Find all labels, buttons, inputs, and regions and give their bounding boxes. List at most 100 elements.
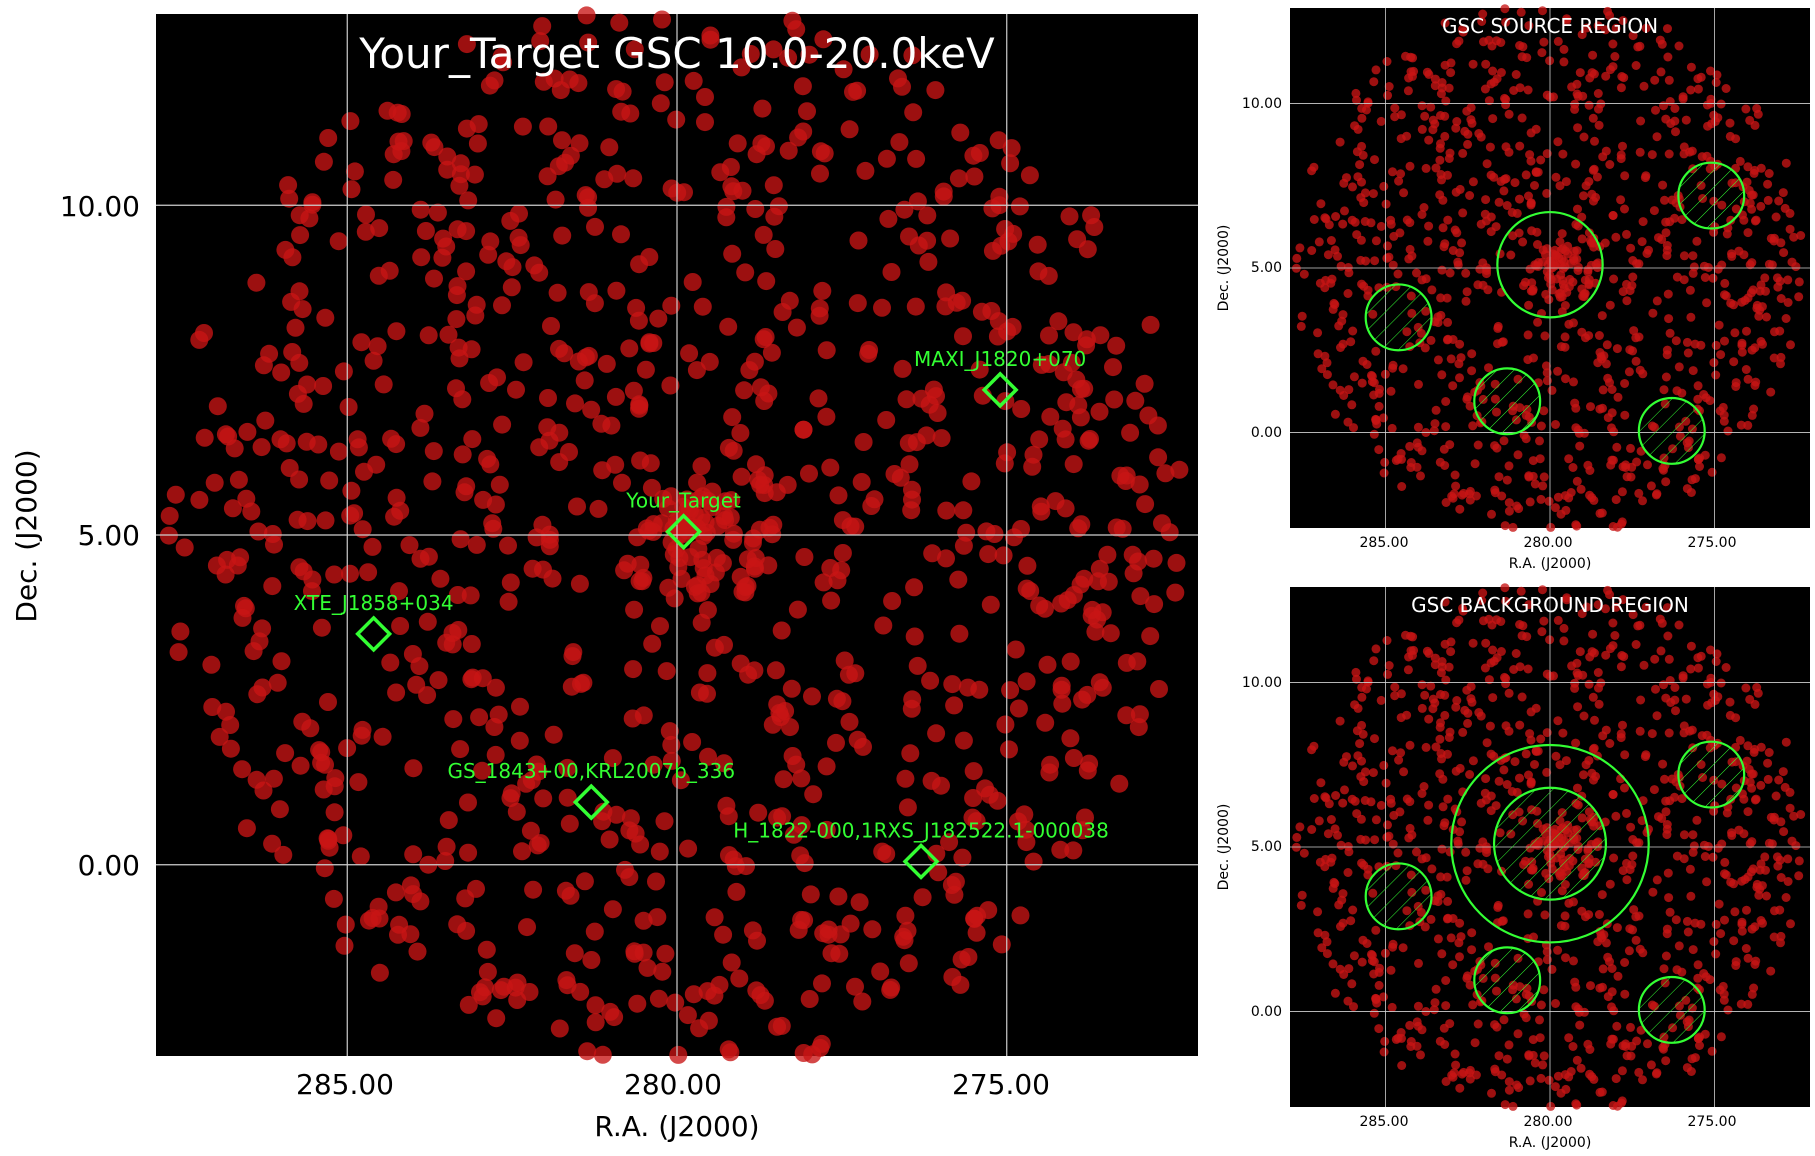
photon-event [380, 261, 399, 280]
photon-event [1091, 326, 1110, 345]
photon-event [1052, 680, 1071, 699]
photon-event [1446, 354, 1456, 364]
photon-event [732, 467, 751, 486]
photon-event [1586, 260, 1596, 270]
photon-event [1743, 999, 1753, 1009]
photon-event [1743, 228, 1753, 238]
photon-event [1611, 232, 1621, 242]
photon-event [352, 333, 371, 352]
photon-event [205, 473, 224, 492]
photon-event [1090, 559, 1109, 578]
photon-event [952, 950, 971, 969]
photon-event [1135, 374, 1154, 393]
photon-event [1348, 182, 1357, 192]
photon-event [1763, 195, 1773, 205]
photon-event [757, 137, 775, 156]
photon-event [1693, 960, 1703, 970]
photon-event [1656, 67, 1666, 77]
photon-event [1523, 330, 1533, 340]
photon-event [315, 859, 334, 878]
photon-event [893, 77, 911, 96]
photon-event [1454, 938, 1464, 948]
photon-event [1686, 891, 1696, 901]
photon-event [1433, 318, 1443, 328]
photon-event [1330, 824, 1340, 834]
photon-event [655, 812, 674, 831]
photon-event [600, 830, 619, 849]
photon-event [1315, 278, 1325, 288]
photon-event [1711, 949, 1721, 959]
photon-event [1647, 729, 1657, 739]
photon-event [662, 296, 681, 315]
photon-event [1523, 909, 1533, 919]
photon-event [1636, 695, 1646, 705]
photon-event [1553, 615, 1563, 625]
photon-event [653, 962, 672, 981]
photon-event [1297, 311, 1307, 321]
photon-event [1539, 1051, 1549, 1061]
photon-event [1355, 739, 1365, 749]
photon-event [1611, 23, 1621, 33]
photon-event [1461, 847, 1471, 857]
photon-event [1455, 339, 1465, 349]
photon-event [1141, 315, 1160, 334]
photon-event [813, 281, 832, 300]
photon-event [510, 731, 529, 750]
photon-event [1107, 336, 1126, 355]
photon-event [1594, 699, 1604, 709]
photon-event [455, 483, 474, 502]
photon-event [1622, 1051, 1632, 1061]
photon-event [1338, 798, 1348, 808]
photon-event [1423, 236, 1433, 246]
photon-event [467, 295, 486, 314]
photon-event [1292, 832, 1302, 842]
photon-event [1136, 495, 1155, 514]
photon-event [1584, 679, 1594, 689]
photon-event [1542, 947, 1552, 957]
photon-event [1709, 358, 1719, 368]
photon-event [1665, 328, 1675, 338]
photon-event [1494, 197, 1504, 207]
photon-event [1501, 142, 1511, 152]
photon-event [1597, 508, 1607, 518]
photon-event [1338, 310, 1348, 320]
photon-event [929, 863, 948, 882]
photon-event [1636, 116, 1646, 126]
source-x-tick-label: 285.00 [1360, 535, 1409, 551]
photon-event [1711, 657, 1721, 666]
photon-event [1559, 44, 1569, 54]
photon-event [1049, 312, 1068, 331]
photon-event [530, 263, 549, 282]
photon-event [1539, 406, 1549, 416]
photon-event [774, 770, 793, 789]
photon-event [568, 497, 586, 516]
photon-event [1672, 272, 1682, 282]
photon-event [1622, 875, 1632, 885]
photon-event [1761, 865, 1770, 875]
photon-event [1523, 85, 1533, 95]
photon-event [1661, 217, 1671, 227]
photon-event [642, 478, 661, 497]
photon-event [1145, 595, 1164, 614]
photon-event [1679, 251, 1689, 261]
photon-event [1600, 238, 1610, 248]
photon-event [334, 826, 353, 845]
source-diamond-marker [665, 513, 703, 551]
photon-event [1737, 876, 1747, 886]
photon-event [1638, 948, 1648, 958]
photon-event [814, 30, 833, 49]
photon-event [1756, 916, 1766, 925]
photon-event [1763, 774, 1773, 784]
photon-event [738, 550, 757, 569]
photon-event [1682, 1063, 1692, 1073]
photon-event [1553, 492, 1563, 502]
photon-event [779, 141, 798, 160]
photon-event [1437, 754, 1446, 764]
photon-event [1540, 331, 1550, 341]
photon-event [827, 733, 845, 752]
photon-event [1383, 90, 1393, 100]
photon-event [1352, 674, 1361, 684]
photon-event [1745, 839, 1755, 849]
photon-event [1369, 656, 1379, 666]
